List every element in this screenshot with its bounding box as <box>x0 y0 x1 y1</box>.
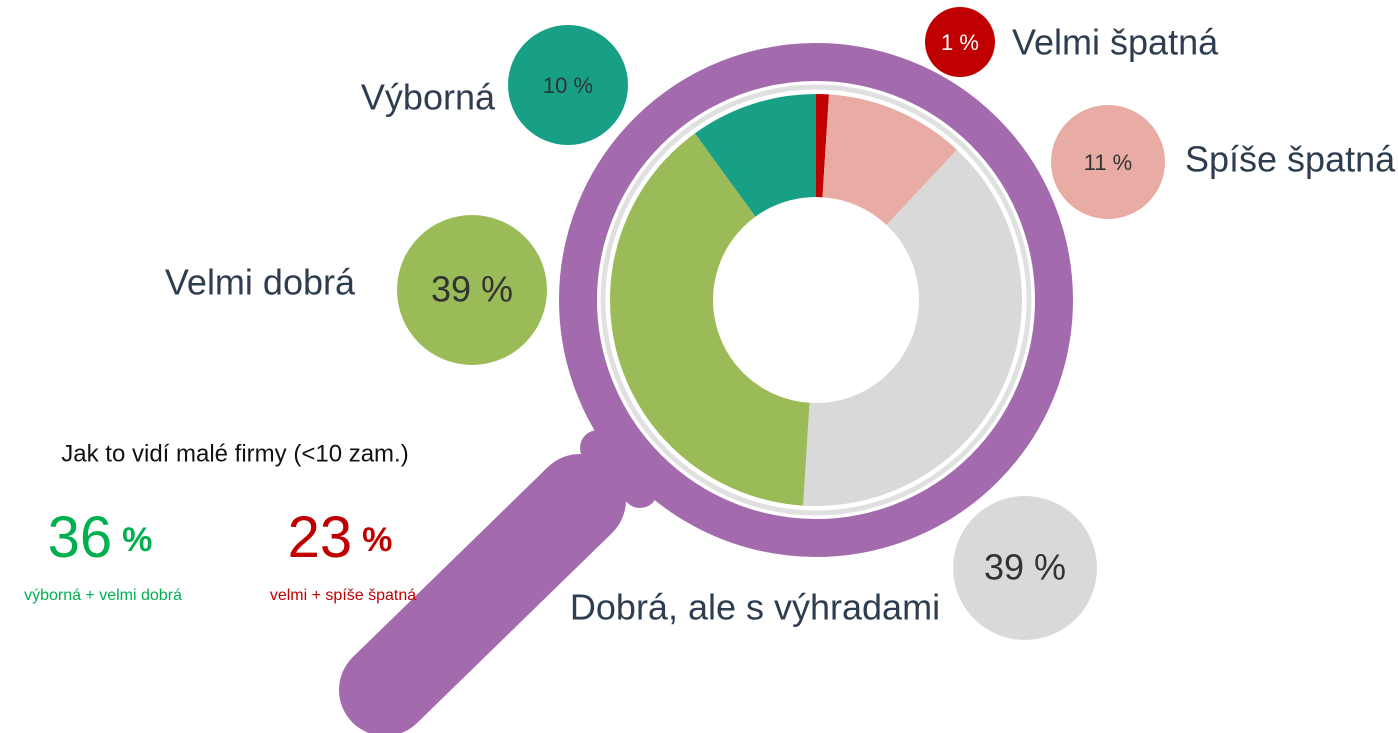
value-label: 11 % <box>1084 150 1133 175</box>
category-label: Dobrá, ale s výhradami <box>570 587 940 628</box>
category-label: Spíše špatná <box>1185 139 1396 180</box>
summary-number: 36 <box>48 505 113 570</box>
chart: 1 % Velmi špatná 11 % Spíše špatná 39 % Dobrá… <box>0 0 1398 733</box>
value-label: 1 % <box>941 30 979 55</box>
category-label: Velmi dobrá <box>165 262 356 303</box>
summary-number: 23 <box>288 505 353 570</box>
summary-unit: % <box>122 521 152 559</box>
summary: Jak to vidí malé firmy (<10 zam.) 36% výbo… <box>24 440 416 604</box>
summary-value: 36% <box>48 505 153 570</box>
value-label: 39 % <box>431 269 513 310</box>
value-label: 10 % <box>543 73 593 98</box>
value-label: 39 % <box>984 547 1066 588</box>
summary-label: výborná + velmi dobrá <box>24 587 182 604</box>
summary-value: 23% <box>288 505 393 570</box>
summary-unit: % <box>362 521 392 559</box>
category-label: Velmi špatná <box>1012 22 1219 63</box>
category-label: Výborná <box>361 77 496 118</box>
summary-title: Jak to vidí malé firmy (<10 zam.) <box>61 440 408 467</box>
summary-label: velmi + spíše špatná <box>270 587 416 604</box>
